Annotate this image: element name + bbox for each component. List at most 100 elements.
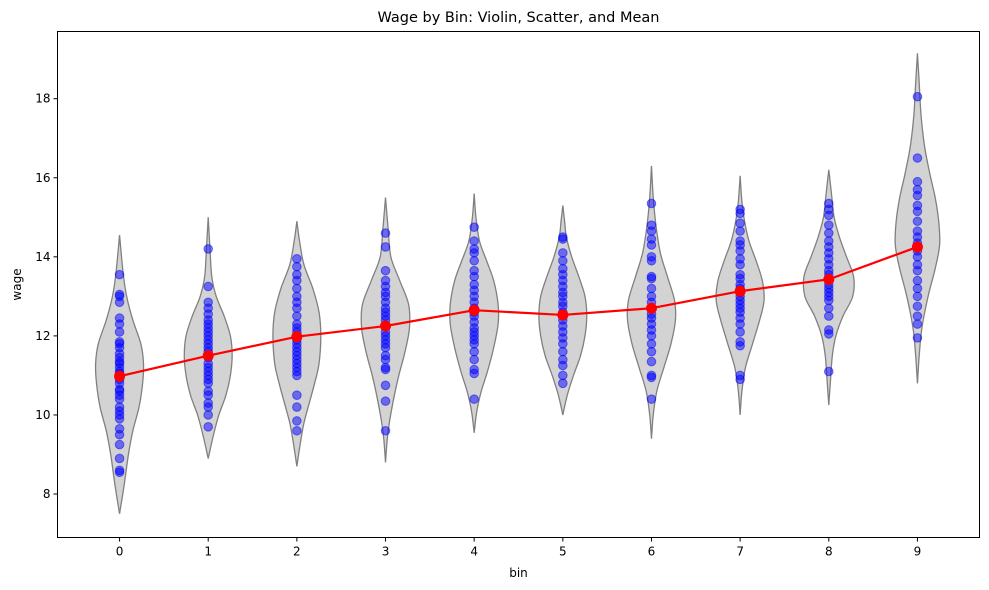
scatter-point xyxy=(912,291,923,302)
scatter-point xyxy=(469,394,479,404)
x-tick-label: 8 xyxy=(825,545,833,559)
scatter-point xyxy=(114,453,125,464)
y-tick-label: 14 xyxy=(35,250,50,264)
y-tick-label: 10 xyxy=(35,408,50,422)
mean-marker-bin-3 xyxy=(380,320,392,332)
scatter-point xyxy=(912,153,923,163)
scatter-point xyxy=(558,232,568,242)
y-axis-label: wage xyxy=(10,268,24,300)
scatter-point xyxy=(912,311,923,321)
scatter-point xyxy=(735,226,745,236)
mean-marker-bin-2 xyxy=(291,331,303,343)
mean-marker-bin-5 xyxy=(557,309,569,321)
scatter-point xyxy=(292,319,302,329)
scatter-point xyxy=(114,327,125,337)
scatter-point xyxy=(558,378,568,389)
scatter-point xyxy=(380,242,391,252)
scatter-point xyxy=(292,402,302,412)
scatter-point xyxy=(823,303,834,314)
scatter-point xyxy=(646,370,657,381)
scatter-point xyxy=(646,394,657,404)
scatter-point xyxy=(646,291,657,302)
scatter-point xyxy=(823,311,834,321)
scatter-point xyxy=(912,226,923,236)
x-tick-label: 1 xyxy=(204,545,212,559)
scatter-point xyxy=(292,254,302,264)
scatter-point xyxy=(558,263,568,274)
scatter-point xyxy=(912,259,923,270)
scatter-point xyxy=(735,269,745,280)
scatter-point xyxy=(292,261,302,272)
scatter-point xyxy=(912,176,923,187)
scatter-point xyxy=(469,279,479,290)
scatter-point xyxy=(114,269,125,280)
scatter-point xyxy=(203,281,214,292)
x-tick-label: 0 xyxy=(116,545,124,559)
scatter-point xyxy=(380,425,391,436)
scatter-point xyxy=(380,228,391,238)
scatter-point xyxy=(380,396,391,406)
scatter-point xyxy=(292,390,302,400)
scatter-point xyxy=(469,255,479,266)
scatter-point xyxy=(912,216,923,227)
y-tick-label: 8 xyxy=(43,487,51,501)
mean-line-layer xyxy=(114,241,923,382)
x-tick-label: 7 xyxy=(736,545,744,559)
scatter-point xyxy=(469,222,479,232)
scatter-point xyxy=(203,297,214,308)
scatter-point xyxy=(558,354,568,365)
scatter-point xyxy=(203,386,214,397)
scatter-point xyxy=(469,244,479,254)
scatter-point xyxy=(823,236,834,246)
y-tick-label: 18 xyxy=(35,92,50,106)
scatter-point xyxy=(114,289,125,300)
scatter-point xyxy=(735,236,745,246)
scatter-point xyxy=(646,356,657,367)
scatter-point xyxy=(469,364,479,375)
scatter-point xyxy=(292,425,302,436)
scatter-point xyxy=(823,228,834,238)
scatter-point xyxy=(114,439,125,450)
x-axis-ticks: 0 1 2 3 4 5 6 7 8 9 xyxy=(116,537,922,559)
y-tick-label: 16 xyxy=(35,171,50,185)
scatter-point xyxy=(380,265,391,276)
scatter-point xyxy=(646,234,657,244)
mean-marker-bin-9 xyxy=(911,241,923,253)
y-axis-ticks: 8 10 12 14 16 18 xyxy=(35,92,58,501)
scatter-point xyxy=(646,271,657,282)
scatter-point xyxy=(380,380,391,391)
scatter-point xyxy=(114,423,125,434)
scatter-point xyxy=(912,184,923,195)
scatter-point xyxy=(912,91,923,102)
scatter-point xyxy=(203,410,214,420)
scatter-point xyxy=(646,283,657,294)
scatter-point xyxy=(735,218,745,229)
scatter-point xyxy=(823,198,834,209)
scatter-point xyxy=(558,346,568,357)
x-tick-label: 6 xyxy=(648,545,656,559)
scatter-point xyxy=(380,350,391,361)
scatter-point xyxy=(203,398,214,408)
scatter-point xyxy=(292,416,302,426)
x-tick-label: 3 xyxy=(382,545,390,559)
mean-marker-bin-4 xyxy=(468,304,480,316)
x-tick-label: 9 xyxy=(914,545,922,559)
scatter-point xyxy=(912,319,923,329)
chart-title: Wage by Bin: Violin, Scatter, and Mean xyxy=(378,10,660,26)
scatter-point xyxy=(912,275,923,286)
scatter-point xyxy=(292,269,302,280)
scatter-point xyxy=(469,346,479,357)
scatter-point xyxy=(912,301,923,312)
scatter-point xyxy=(646,220,657,231)
scatter-point xyxy=(646,252,657,262)
y-tick-label: 12 xyxy=(35,329,50,343)
scatter-point xyxy=(912,333,923,343)
scatter-point xyxy=(558,248,568,258)
scatter-point xyxy=(469,236,479,246)
scatter-point xyxy=(735,327,745,337)
scatter-point xyxy=(558,370,568,381)
mean-line xyxy=(119,245,918,378)
scatter-point xyxy=(646,346,657,357)
scatter-point xyxy=(292,311,302,321)
